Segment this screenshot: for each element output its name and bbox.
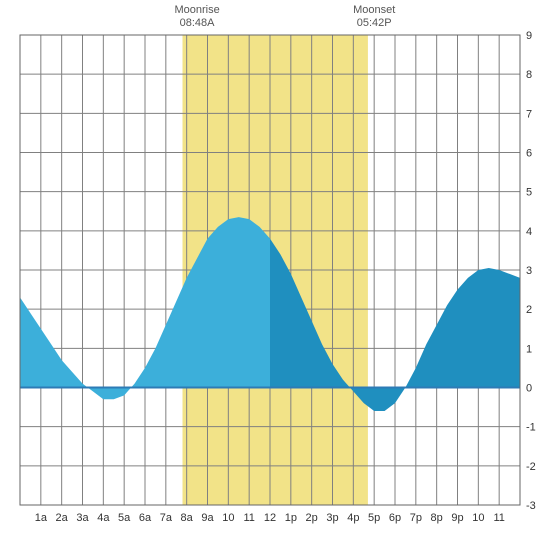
x-tick-label: 11 xyxy=(493,512,504,524)
y-tick-label: 2 xyxy=(526,304,532,316)
x-tick-label: 11 xyxy=(243,512,254,524)
x-tick-label: 7p xyxy=(410,512,422,524)
x-tick-label: 10 xyxy=(222,512,234,524)
y-tick-label: 8 xyxy=(526,69,532,81)
y-tick-label: -1 xyxy=(526,422,536,434)
x-tick-label: 8p xyxy=(431,512,443,524)
y-tick-label: 5 xyxy=(526,187,532,199)
chart-svg: -3-2-101234567891a2a3a4a5a6a7a8a9a101112… xyxy=(0,0,550,550)
y-tick-label: 7 xyxy=(526,108,532,120)
y-tick-label: 3 xyxy=(526,265,532,277)
x-tick-label: 9a xyxy=(201,512,214,524)
x-tick-label: 5a xyxy=(118,512,131,524)
x-tick-label: 12 xyxy=(264,512,276,524)
x-tick-label: 9p xyxy=(451,512,463,524)
y-tick-label: 9 xyxy=(526,30,532,42)
x-tick-label: 1a xyxy=(35,512,48,524)
x-tick-label: 6a xyxy=(139,512,152,524)
x-tick-label: 3p xyxy=(326,512,338,524)
moonset-time: 05:42P xyxy=(357,17,392,29)
x-tick-label: 3a xyxy=(76,512,89,524)
x-tick-label: 1p xyxy=(285,512,297,524)
y-tick-label: 6 xyxy=(526,148,532,160)
y-tick-label: 0 xyxy=(526,383,532,395)
x-tick-label: 6p xyxy=(389,512,401,524)
y-tick-label: -2 xyxy=(526,461,536,473)
x-tick-label: 7a xyxy=(160,512,173,524)
x-tick-label: 5p xyxy=(368,512,380,524)
x-tick-label: 2p xyxy=(306,512,318,524)
moonrise-time: 08:48A xyxy=(180,17,216,29)
x-tick-label: 2a xyxy=(56,512,69,524)
x-tick-label: 8a xyxy=(181,512,194,524)
x-tick-label: 10 xyxy=(472,512,484,524)
y-tick-label: -3 xyxy=(526,500,536,512)
y-tick-label: 4 xyxy=(526,226,532,238)
tide-chart: -3-2-101234567891a2a3a4a5a6a7a8a9a101112… xyxy=(0,0,550,550)
moonset-label: Moonset xyxy=(353,4,395,16)
moonrise-label: Moonrise xyxy=(174,4,219,16)
x-tick-label: 4a xyxy=(97,512,110,524)
y-tick-label: 1 xyxy=(526,343,532,355)
x-tick-label: 4p xyxy=(347,512,359,524)
